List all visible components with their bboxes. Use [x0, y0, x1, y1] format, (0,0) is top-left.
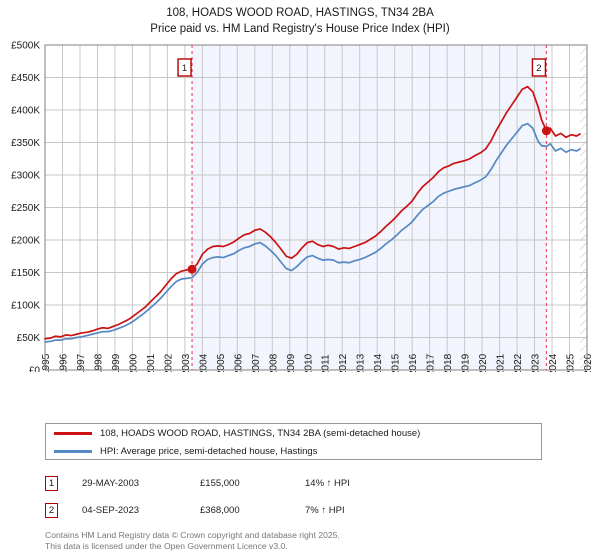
footer-line-1: Contains HM Land Registry data © Crown c…: [45, 530, 340, 540]
table-row: 2 04-SEP-2023 £368,000 7% ↑ HPI: [45, 497, 515, 524]
svg-text:£400K: £400K: [11, 106, 40, 117]
svg-text:£450K: £450K: [11, 73, 40, 84]
svg-text:2006: 2006: [233, 353, 244, 372]
sale-marker-index: 2: [45, 503, 58, 518]
svg-text:2008: 2008: [268, 353, 279, 372]
svg-text:2022: 2022: [513, 353, 524, 372]
svg-text:2020: 2020: [478, 353, 489, 372]
chart-title-block: 108, HOADS WOOD ROAD, HASTINGS, TN34 2BA…: [0, 5, 600, 37]
legend-swatch-hpi: [54, 449, 92, 453]
sale-date: 29-MAY-2003: [82, 478, 140, 489]
legend-item-property: 108, HOADS WOOD ROAD, HASTINGS, TN34 2BA…: [46, 424, 541, 442]
page-subtitle: Price paid vs. HM Land Registry's House …: [150, 23, 450, 35]
svg-text:1997: 1997: [76, 353, 87, 372]
sales-table: 1 29-MAY-2003 £155,000 14% ↑ HPI 2 04-SE…: [45, 470, 515, 524]
page-title: 108, HOADS WOOD ROAD, HASTINGS, TN34 2BA: [166, 7, 434, 19]
svg-text:£250K: £250K: [11, 203, 40, 214]
chart-svg: £0 £50K £100K £150K £200K £250K £300K £350K £400…: [11, 41, 594, 373]
price-history-chart: £0 £50K £100K £150K £200K £250K £300K £350K £400…: [0, 40, 600, 373]
svg-text:2005: 2005: [216, 353, 227, 372]
table-row: 1 29-MAY-2003 £155,000 14% ↑ HPI: [45, 470, 515, 497]
svg-text:2017: 2017: [426, 353, 437, 372]
svg-text:1: 1: [182, 63, 187, 74]
sale-marker-index: 1: [45, 476, 58, 491]
svg-text:£500K: £500K: [11, 41, 40, 52]
svg-text:2002: 2002: [163, 353, 174, 372]
sale-hpi-delta: 7% ↑ HPI: [305, 505, 345, 516]
svg-text:2026: 2026: [583, 353, 594, 372]
svg-text:1996: 1996: [58, 353, 69, 372]
svg-text:2023: 2023: [531, 353, 542, 372]
svg-text:2018: 2018: [443, 353, 454, 372]
svg-text:2014: 2014: [373, 353, 384, 372]
footer-line-2: This data is licensed under the Open Gov…: [45, 541, 288, 551]
svg-text:1995: 1995: [41, 353, 52, 372]
svg-text:2013: 2013: [356, 353, 367, 372]
legend-label-hpi: HPI: Average price, semi-detached house,…: [100, 445, 318, 457]
svg-text:£300K: £300K: [11, 171, 40, 182]
svg-text:2019: 2019: [461, 353, 472, 372]
svg-text:2001: 2001: [146, 353, 157, 372]
attribution-footer: Contains HM Land Registry data © Crown c…: [45, 530, 585, 552]
chart-legend: 108, HOADS WOOD ROAD, HASTINGS, TN34 2BA…: [45, 423, 542, 460]
svg-text:1999: 1999: [111, 353, 122, 372]
svg-text:£0: £0: [29, 366, 41, 373]
svg-text:2011: 2011: [321, 354, 332, 372]
sale-hpi-delta: 14% ↑ HPI: [305, 478, 350, 489]
svg-text:2016: 2016: [408, 353, 419, 372]
svg-text:2009: 2009: [286, 353, 297, 372]
legend-label-property: 108, HOADS WOOD ROAD, HASTINGS, TN34 2BA…: [100, 427, 421, 439]
sale-price: £368,000: [200, 505, 240, 516]
svg-text:£100K: £100K: [11, 301, 40, 312]
svg-text:£200K: £200K: [11, 236, 40, 247]
sale-price: £155,000: [200, 478, 240, 489]
svg-text:£50K: £50K: [17, 333, 41, 344]
svg-text:2003: 2003: [181, 353, 192, 372]
svg-text:1998: 1998: [93, 353, 104, 372]
svg-text:£350K: £350K: [11, 138, 40, 149]
svg-text:2007: 2007: [251, 353, 262, 372]
svg-text:2010: 2010: [303, 353, 314, 372]
svg-text:2: 2: [536, 63, 541, 74]
svg-text:2012: 2012: [338, 353, 349, 372]
legend-swatch-property: [54, 431, 92, 435]
svg-text:2024: 2024: [548, 353, 559, 372]
legend-item-hpi: HPI: Average price, semi-detached house,…: [46, 442, 541, 460]
svg-text:£150K: £150K: [11, 268, 40, 279]
svg-text:2000: 2000: [128, 353, 139, 372]
svg-text:2015: 2015: [391, 353, 402, 372]
svg-text:2004: 2004: [198, 353, 209, 372]
svg-text:2025: 2025: [566, 353, 577, 372]
svg-text:2021: 2021: [496, 353, 507, 372]
sale-date: 04-SEP-2023: [82, 505, 140, 516]
